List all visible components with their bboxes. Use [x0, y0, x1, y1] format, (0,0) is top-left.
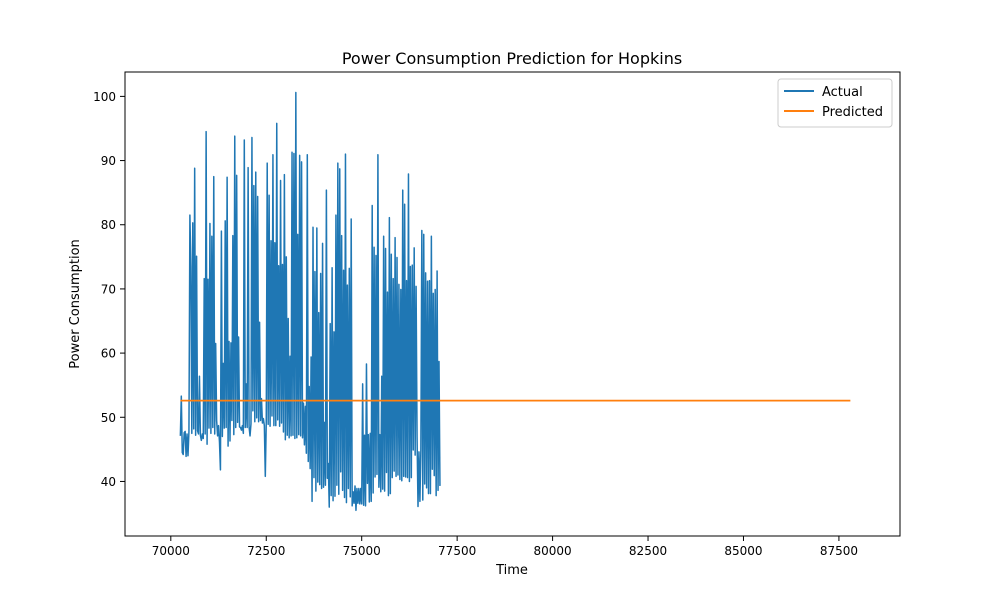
y-tick-label: 40 — [101, 475, 116, 489]
x-tick-label: 85000 — [724, 544, 762, 558]
series-line-actual — [179, 91, 441, 512]
y-tick-label: 90 — [101, 154, 116, 168]
y-tick-label: 80 — [101, 218, 116, 232]
y-tick-label: 60 — [101, 347, 116, 361]
x-axis-label: Time — [495, 563, 528, 578]
x-tick-label: 72500 — [247, 544, 285, 558]
x-tick-label: 77500 — [438, 544, 476, 558]
y-axis-label: Power Consumption — [68, 239, 83, 369]
y-axis: 40 50 60 70 80 90 100 — [93, 90, 125, 489]
x-axis: 70000 72500 75000 77500 80000 82500 85000 87500 — [152, 536, 858, 558]
legend-label-actual: Actual — [822, 85, 863, 100]
y-tick-label: 100 — [93, 90, 116, 104]
plot-frame — [124, 71, 901, 537]
x-tick-label: 82500 — [629, 544, 667, 558]
chart-title: Power Consumption Prediction for Hopkins — [342, 49, 682, 68]
plot-area — [179, 91, 851, 512]
legend-label-predicted: Predicted — [822, 105, 883, 120]
x-tick-label: 87500 — [820, 544, 858, 558]
x-tick-label: 80000 — [533, 544, 571, 558]
x-tick-label: 75000 — [343, 544, 381, 558]
y-tick-label: 50 — [101, 411, 116, 425]
x-tick-label: 70000 — [152, 544, 190, 558]
legend: Actual Predicted — [777, 78, 893, 128]
y-tick-label: 70 — [101, 282, 116, 296]
